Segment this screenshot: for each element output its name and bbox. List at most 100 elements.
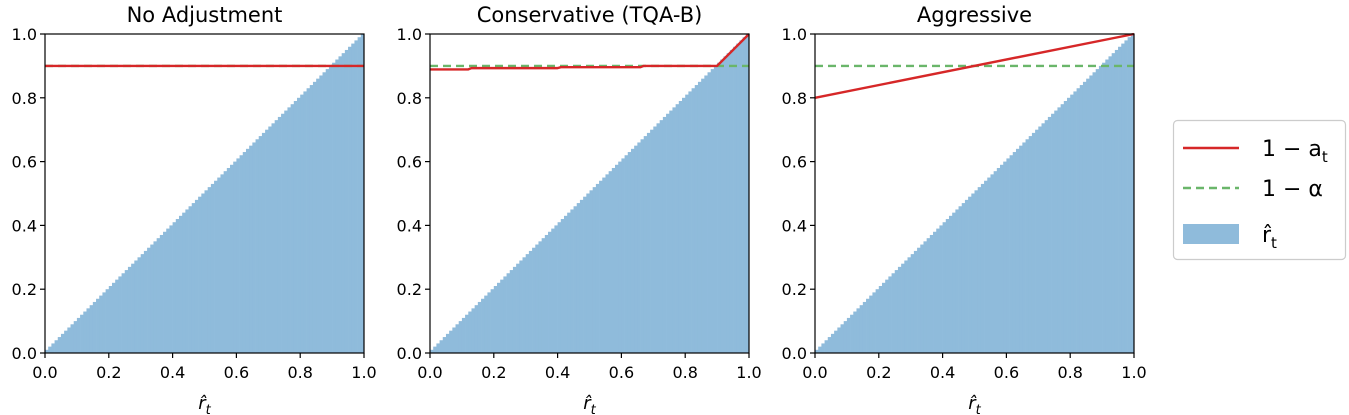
bar — [846, 317, 851, 353]
x-tick-label: 0.4 — [160, 363, 185, 382]
bar — [745, 34, 750, 353]
bar — [840, 324, 845, 353]
bar — [637, 142, 641, 353]
bar — [830, 333, 835, 353]
bar — [332, 62, 336, 354]
bar — [1108, 56, 1113, 353]
bar — [917, 247, 921, 353]
bar — [583, 196, 587, 353]
bar — [73, 321, 78, 353]
bar — [115, 279, 119, 353]
bar — [124, 270, 129, 353]
bar — [952, 212, 956, 353]
x-tick-label: 0.4 — [545, 363, 570, 382]
bar — [96, 298, 100, 353]
bar — [70, 324, 75, 353]
bar — [1086, 78, 1090, 353]
chart-panel-1: 0.0 0.2 0.4 0.6 0.8 1.0 0.0 0.2 0.4 0.6 0.8 1.0 No A… — [12, 3, 377, 415]
bar — [586, 193, 590, 353]
bar — [958, 206, 963, 353]
y-tick-label: 0.2 — [12, 280, 37, 299]
bar — [99, 295, 103, 353]
bar — [968, 196, 972, 353]
bar — [360, 34, 365, 353]
bar — [710, 69, 715, 353]
bar — [936, 228, 940, 353]
bar — [1057, 107, 1061, 354]
bar — [159, 234, 164, 353]
bar — [455, 324, 460, 353]
bar — [348, 46, 352, 353]
bar — [242, 152, 247, 353]
bar — [198, 196, 202, 353]
x-tick-label: 0.8 — [1057, 363, 1082, 382]
bar — [704, 75, 708, 353]
bar — [465, 314, 469, 353]
bar — [166, 228, 170, 353]
chart-title: Aggressive — [917, 3, 1032, 27]
bar — [271, 123, 276, 353]
bar — [862, 301, 867, 353]
bar — [204, 190, 209, 353]
bar — [506, 273, 511, 353]
bar — [201, 193, 205, 353]
bar — [1041, 123, 1046, 353]
bar — [551, 228, 555, 353]
legend-entry-3: r̂t — [1183, 223, 1277, 252]
bar — [691, 88, 696, 353]
y-tick-label: 0.6 — [397, 153, 422, 172]
bar-group — [430, 34, 750, 354]
bar — [147, 247, 151, 353]
bar — [1073, 91, 1077, 354]
bar — [662, 116, 667, 353]
y-tick-label: 0.4 — [12, 216, 37, 235]
bar — [306, 88, 311, 353]
bar — [733, 46, 737, 353]
bar — [245, 148, 250, 353]
bar — [646, 132, 651, 353]
bar — [1012, 152, 1017, 353]
bar — [853, 311, 857, 353]
bar — [108, 286, 113, 353]
bar — [1095, 69, 1100, 353]
bar — [1124, 40, 1128, 353]
bar — [239, 155, 244, 353]
bar — [261, 132, 266, 353]
bar — [1105, 59, 1109, 354]
bar — [707, 72, 712, 353]
x-axis-label-main: r̂ — [968, 393, 977, 414]
x-tick-label: 0.4 — [930, 363, 955, 382]
bar — [974, 190, 979, 353]
bar — [328, 65, 333, 354]
y-tick-label: 0.2 — [397, 280, 422, 299]
x-tick-label: 0.6 — [224, 363, 249, 382]
bar — [433, 346, 437, 353]
bar — [621, 158, 625, 353]
chart-panel-2: 0.0 0.2 0.4 0.6 0.8 1.0 0.0 0.2 0.4 0.6 0.8 1.0 Cons… — [397, 3, 762, 415]
bar — [1121, 43, 1125, 353]
bar — [1006, 158, 1010, 353]
bar — [891, 273, 896, 353]
bar — [105, 289, 110, 353]
y-tick-label: 0.0 — [12, 344, 37, 363]
bar — [309, 85, 314, 353]
bar — [910, 254, 915, 353]
bar — [1025, 139, 1030, 353]
bar — [850, 314, 854, 353]
bar — [57, 337, 62, 353]
bar — [226, 167, 231, 353]
bar — [207, 187, 212, 353]
bar — [869, 295, 873, 353]
bar — [926, 238, 931, 353]
legend: 1 − at1 − αr̂t — [1172, 119, 1347, 261]
bar — [143, 250, 148, 353]
bar — [742, 37, 747, 353]
bar — [920, 244, 924, 353]
bar — [717, 62, 721, 354]
bar — [468, 311, 472, 353]
bar — [89, 305, 94, 353]
bar — [316, 78, 320, 353]
x-axis-label-subscript: t — [591, 403, 597, 415]
bar — [496, 282, 501, 353]
bar — [156, 238, 161, 353]
